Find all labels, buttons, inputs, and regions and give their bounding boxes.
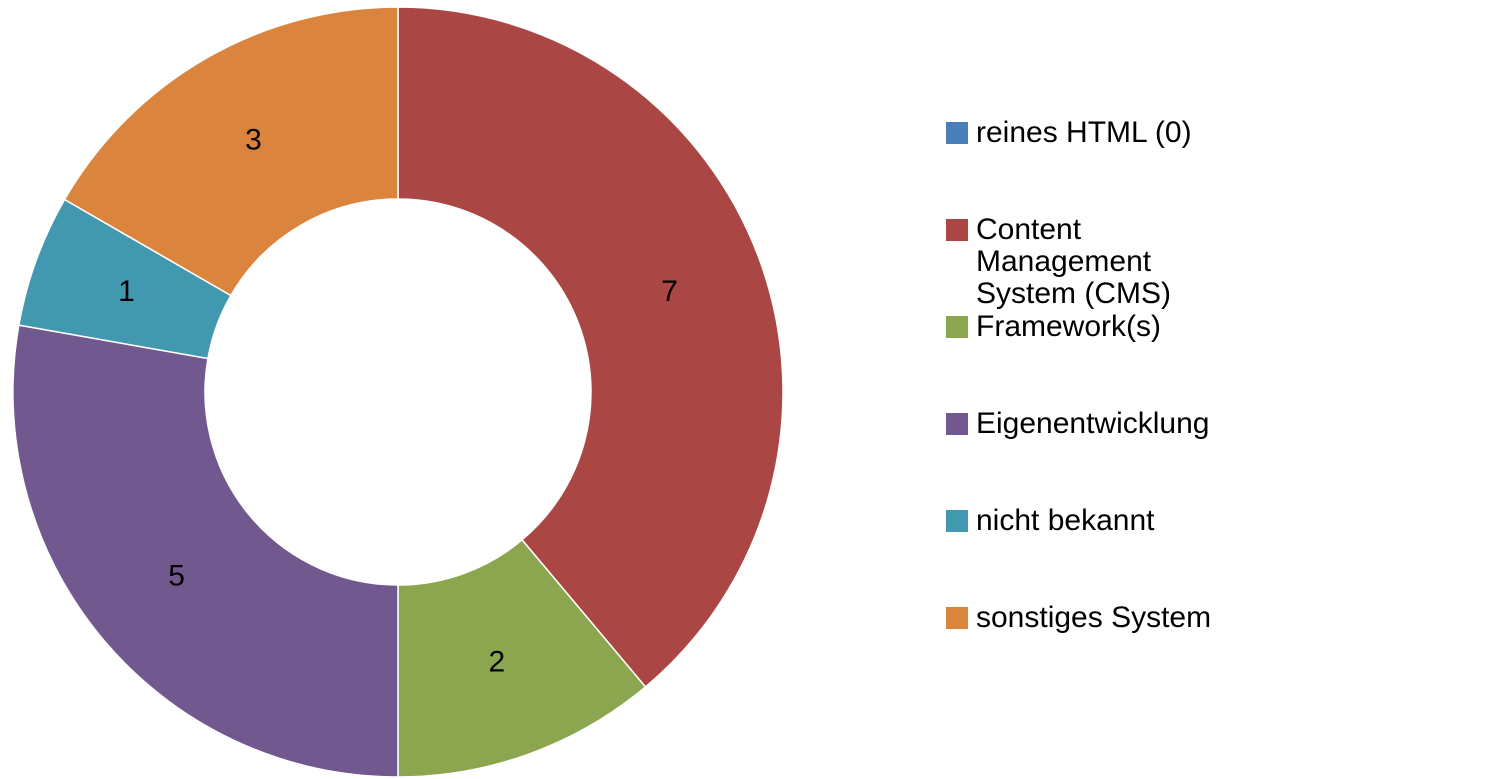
legend-label: Framework(s) — [976, 310, 1161, 343]
legend-item: sonstiges System — [946, 602, 1246, 634]
legend-item: Framework(s) — [946, 311, 1246, 343]
legend-label: sonstiges System — [976, 601, 1212, 634]
slice — [63, 6, 399, 297]
data-label: 1 — [118, 275, 135, 308]
data-label: 3 — [245, 124, 262, 157]
legend-swatch — [946, 219, 968, 241]
legend-item: Eigenentwicklung — [946, 408, 1246, 440]
legend-item: reines HTML (0) — [946, 117, 1246, 149]
legend-item: nicht bekannt — [946, 505, 1246, 537]
data-label: 5 — [168, 560, 185, 593]
legend-swatch — [946, 607, 968, 629]
slice — [12, 324, 399, 778]
data-label: 2 — [489, 645, 506, 678]
legend-swatch — [946, 413, 968, 435]
legend-label: nicht bekannt — [976, 504, 1155, 537]
legend-label: Content Management System (CMS) — [976, 213, 1171, 310]
legend-swatch — [946, 122, 968, 144]
donut: 072513 — [12, 6, 784, 778]
data-label: 7 — [661, 275, 678, 308]
legend-item: Content Management System (CMS) — [946, 214, 1246, 310]
slice — [397, 6, 784, 688]
legend-label: Eigenentwicklung — [976, 407, 1210, 440]
legend-label: reines HTML (0) — [976, 116, 1192, 149]
legend-swatch — [946, 510, 968, 532]
legend-swatch — [946, 316, 968, 338]
slice — [397, 538, 647, 778]
